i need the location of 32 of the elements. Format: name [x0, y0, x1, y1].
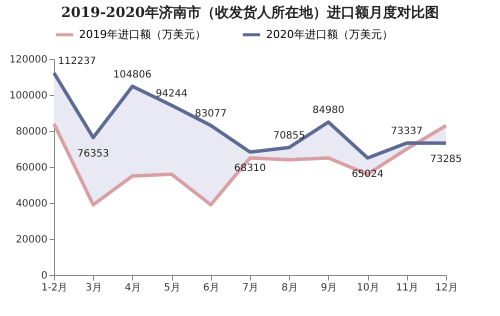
x-tick-label: 5月	[164, 282, 180, 294]
data-label: 68310	[234, 163, 266, 174]
legend-label: 2019年进口额（万美元）	[79, 28, 206, 41]
x-tick-label: 10月	[356, 282, 380, 294]
x-tick-label: 12月	[435, 282, 458, 294]
data-label: 73285	[430, 154, 462, 166]
legend-label: 2020年进口额（万美元）	[266, 28, 393, 41]
data-label: 73337	[390, 126, 423, 137]
y-tick-label: 0	[41, 270, 48, 282]
data-label: 76353	[77, 148, 110, 160]
x-tick-label: 1-2月	[41, 282, 68, 294]
x-tick-label: 8月	[282, 282, 298, 294]
x-tick-label: 7月	[242, 282, 259, 294]
x-tick-label: 11月	[396, 282, 419, 294]
data-label: 112237	[58, 56, 96, 67]
x-tick-label: 9月	[320, 282, 338, 294]
x-tick-label: 3月	[86, 282, 102, 294]
x-tick-label: 6月	[203, 282, 220, 294]
data-label: 70855	[273, 130, 306, 142]
data-label: 65024	[352, 168, 384, 180]
y-tick-label: 100000	[9, 90, 48, 102]
x-tick-label: 4月	[124, 282, 142, 294]
y-tick-label: 60000	[16, 162, 48, 174]
data-label: 104806	[113, 69, 152, 80]
data-label: 83077	[194, 108, 227, 120]
y-tick-label: 120000	[9, 54, 48, 66]
y-tick-label: 20000	[16, 234, 48, 246]
data-label: 94244	[156, 88, 188, 100]
chart-title: 2019-2020年济南市（收发货人所在地）进口额月度对比图	[61, 4, 439, 21]
data-label: 84980	[312, 105, 344, 116]
y-tick-label: 40000	[16, 198, 48, 210]
y-tick-label: 80000	[16, 126, 48, 138]
